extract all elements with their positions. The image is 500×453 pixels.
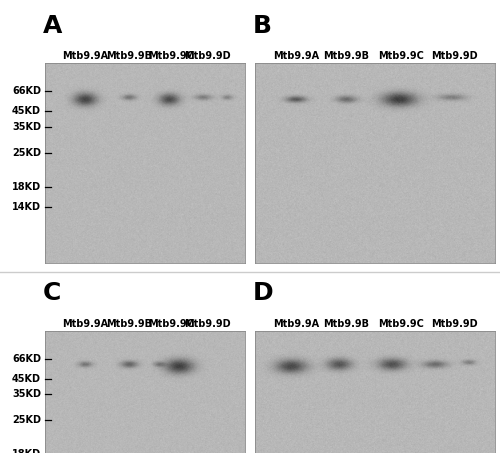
Text: 35KD: 35KD: [12, 390, 41, 400]
Text: Mtb9.9C: Mtb9.9C: [148, 52, 194, 62]
Text: Mtb9.9A: Mtb9.9A: [272, 319, 319, 329]
Text: 66KD: 66KD: [12, 354, 41, 364]
Text: Mtb9.9B: Mtb9.9B: [106, 52, 152, 62]
Text: Mtb9.9D: Mtb9.9D: [431, 52, 478, 62]
Text: 45KD: 45KD: [12, 374, 41, 384]
Text: C: C: [43, 281, 62, 305]
Text: 66KD: 66KD: [12, 87, 41, 96]
Text: B: B: [252, 14, 272, 38]
Text: Mtb9.9B: Mtb9.9B: [106, 319, 152, 329]
Text: Mtb9.9C: Mtb9.9C: [148, 319, 194, 329]
Text: Mtb9.9A: Mtb9.9A: [272, 52, 319, 62]
Text: Mtb9.9B: Mtb9.9B: [323, 319, 369, 329]
Text: Mtb9.9C: Mtb9.9C: [378, 319, 424, 329]
Text: 18KD: 18KD: [12, 449, 41, 453]
Text: 35KD: 35KD: [12, 122, 41, 132]
Text: Mtb9.9D: Mtb9.9D: [184, 319, 230, 329]
Text: 18KD: 18KD: [12, 182, 41, 192]
Text: D: D: [252, 281, 273, 305]
Text: Mtb9.9D: Mtb9.9D: [184, 52, 230, 62]
Text: Mtb9.9B: Mtb9.9B: [323, 52, 369, 62]
Text: Mtb9.9C: Mtb9.9C: [378, 52, 424, 62]
Text: Mtb9.9A: Mtb9.9A: [62, 319, 108, 329]
Text: A: A: [43, 14, 62, 38]
Text: 25KD: 25KD: [12, 148, 41, 158]
Text: 25KD: 25KD: [12, 415, 41, 425]
Text: 45KD: 45KD: [12, 106, 41, 116]
Text: Mtb9.9A: Mtb9.9A: [62, 52, 108, 62]
Text: 14KD: 14KD: [12, 202, 41, 212]
Text: Mtb9.9D: Mtb9.9D: [431, 319, 478, 329]
